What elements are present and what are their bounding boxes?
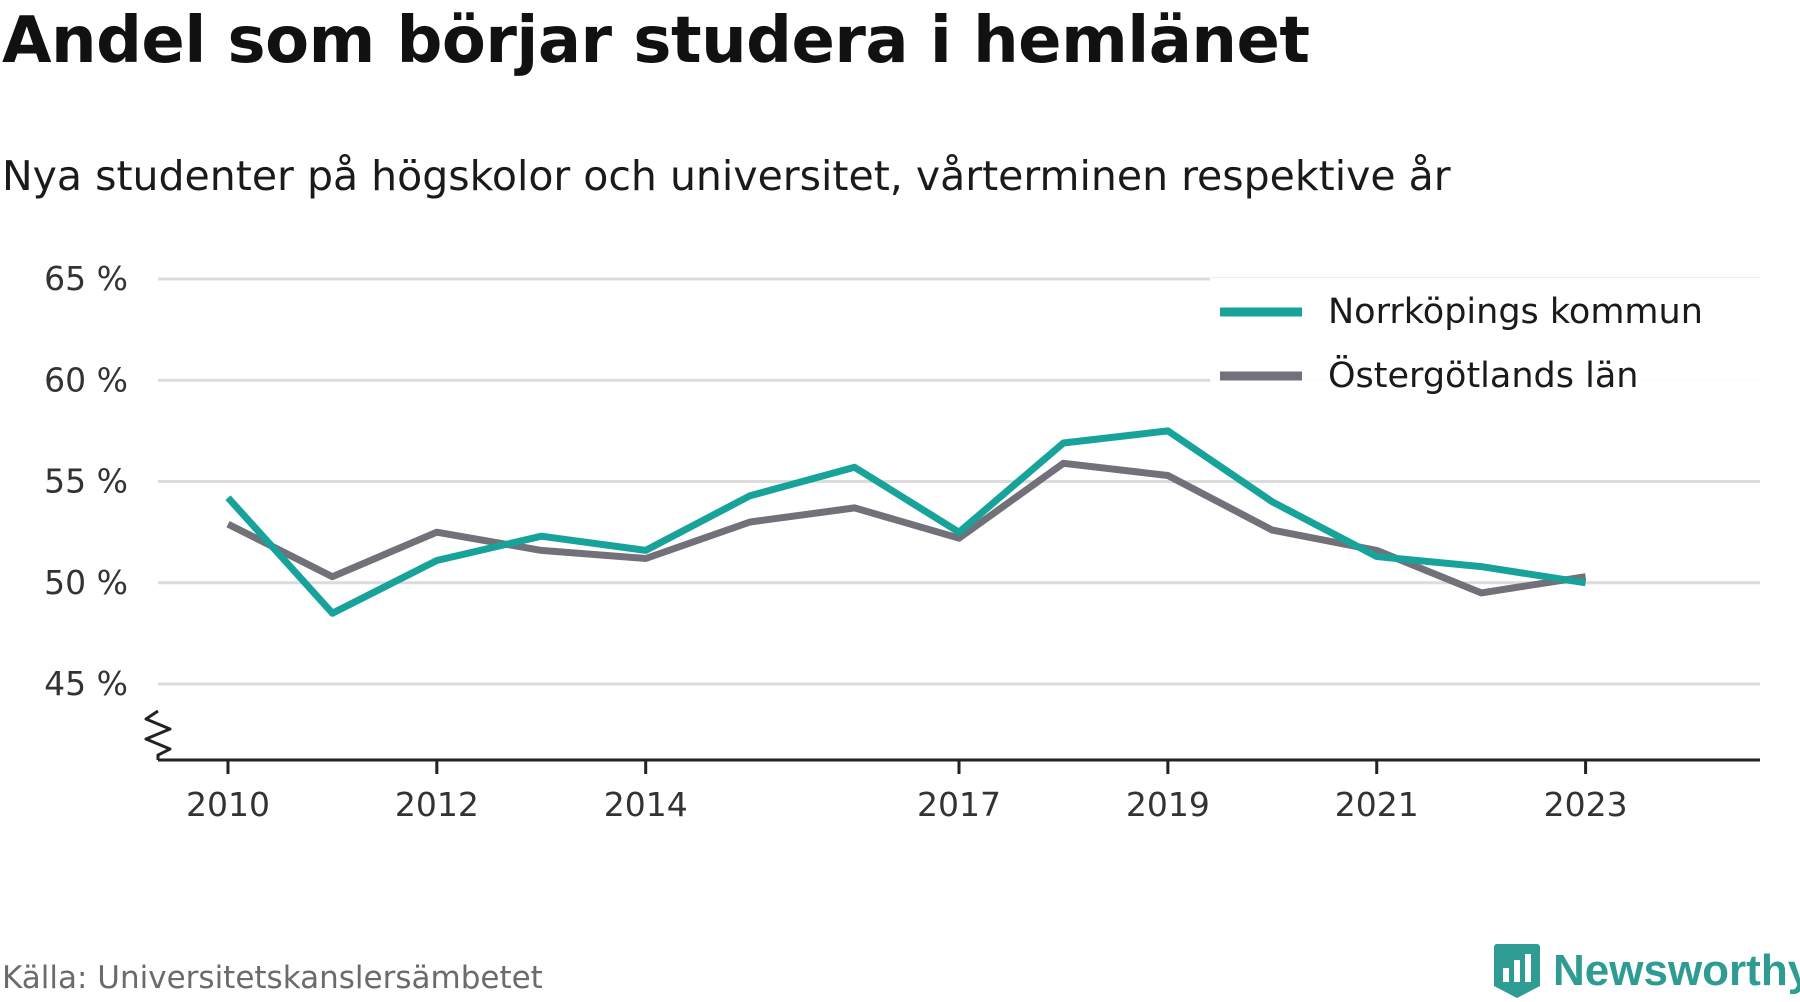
y-tick-label: 60 % xyxy=(44,360,128,399)
x-axis-ticks: 2010 2012 2014 2017 2019 2021 2023 xyxy=(186,760,1628,824)
legend: Norrköpings kommun Östergötlands län xyxy=(1210,278,1760,400)
y-tick-label: 45 % xyxy=(44,664,128,703)
x-tick-label: 2019 xyxy=(1126,785,1210,824)
chart-title: Andel som börjar studera i hemlänet xyxy=(2,4,1310,78)
y-axis-break xyxy=(144,709,172,760)
series-line xyxy=(225,427,1587,617)
y-tick-label: 50 % xyxy=(44,563,128,602)
x-tick-label: 2023 xyxy=(1544,785,1628,824)
source-note: Källa: Universitetskanslersämbetet xyxy=(2,960,543,996)
legend-label: Norrköpings kommun xyxy=(1328,292,1703,332)
x-tick-label: 2021 xyxy=(1335,785,1419,824)
line-chart: 45 %50 %55 %60 %65 % 2010 2012 2014 2017 201… xyxy=(44,259,1760,824)
brand-name: Newsworthy xyxy=(1553,946,1800,995)
x-tick-label: 2010 xyxy=(186,785,270,824)
brand: Newsworthy xyxy=(1493,940,1800,1002)
series-lines xyxy=(225,427,1587,617)
chart-subtitle: Nya studenter på högskolor och universit… xyxy=(2,152,1451,200)
x-tick-label: 2012 xyxy=(395,785,479,824)
legend-label: Östergötlands län xyxy=(1328,354,1638,396)
y-tick-label: 65 % xyxy=(44,259,128,298)
x-tick-label: 2017 xyxy=(917,785,1001,824)
newsworthy-logo-icon xyxy=(1494,944,1540,998)
y-tick-label: 55 % xyxy=(44,462,128,501)
x-axis xyxy=(144,709,1760,762)
y-axis-ticks: 45 % 50 % 55 % 60 % 65 % xyxy=(44,259,128,703)
x-tick-label: 2014 xyxy=(604,785,688,824)
